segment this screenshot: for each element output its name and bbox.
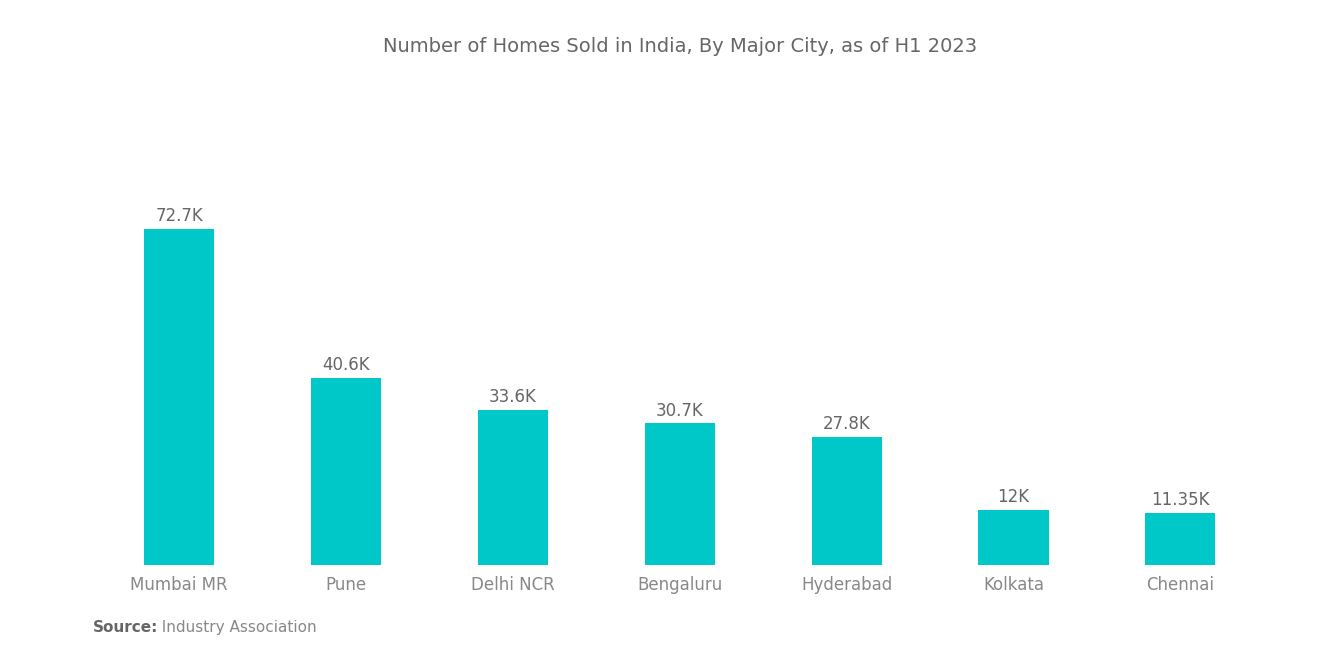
Text: Source:: Source: (92, 620, 158, 635)
Bar (978, 510, 1048, 565)
Text: 33.6K: 33.6K (488, 388, 537, 406)
Text: 12K: 12K (998, 488, 1030, 506)
Bar (144, 229, 214, 565)
Text: Industry Association: Industry Association (152, 620, 317, 635)
Text: 72.7K: 72.7K (156, 207, 203, 225)
Bar (478, 410, 548, 565)
Bar (1146, 513, 1216, 565)
Text: 27.8K: 27.8K (822, 415, 870, 433)
Bar (312, 378, 381, 565)
Title: Number of Homes Sold in India, By Major City, as of H1 2023: Number of Homes Sold in India, By Major … (383, 37, 977, 56)
Text: 11.35K: 11.35K (1151, 491, 1209, 509)
Text: 30.7K: 30.7K (656, 402, 704, 420)
Bar (812, 437, 882, 565)
Bar (644, 424, 715, 565)
Text: 40.6K: 40.6K (322, 356, 370, 374)
